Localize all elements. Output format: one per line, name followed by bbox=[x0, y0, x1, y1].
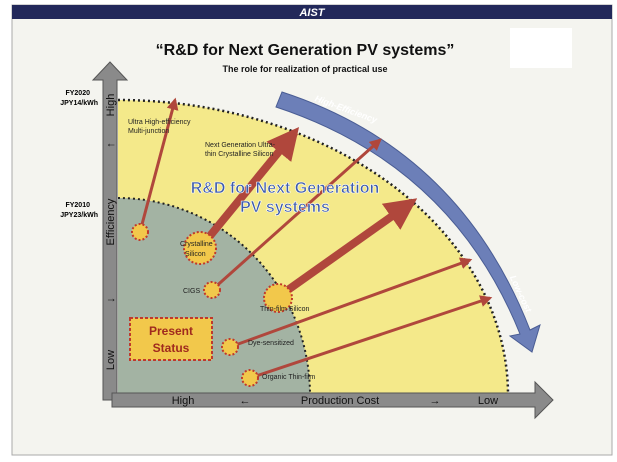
arrow bbox=[282, 198, 418, 296]
logo: AIST bbox=[298, 7, 325, 19]
x-right: → bbox=[430, 395, 441, 407]
arrow bbox=[138, 97, 179, 233]
y-down: ↓ bbox=[105, 297, 117, 303]
x-axis-arrow bbox=[111, 380, 554, 420]
outer-boundary bbox=[117, 98, 510, 396]
subtitle: The role for realization of practical us… bbox=[222, 64, 387, 74]
inner-boundary bbox=[117, 197, 311, 396]
y-high: High bbox=[105, 94, 117, 117]
present-status-box bbox=[129, 317, 213, 361]
tech-label: CIGS bbox=[183, 288, 200, 295]
arrow bbox=[201, 127, 300, 245]
x-left: ← bbox=[240, 395, 251, 407]
center-line: R&D for Next Generation bbox=[191, 180, 379, 197]
blank-box bbox=[510, 28, 572, 68]
arrow bbox=[249, 295, 493, 380]
tech-label: Multi-junction bbox=[128, 128, 169, 135]
tech-dot bbox=[183, 231, 217, 265]
tech-dot bbox=[263, 283, 293, 313]
x-label: Production Cost bbox=[301, 395, 379, 407]
tech-dots bbox=[131, 223, 293, 387]
y-low: Low bbox=[105, 350, 117, 370]
tech-label: Crystalline bbox=[180, 241, 213, 248]
x-high: High bbox=[172, 395, 195, 407]
tech-label: Ultra High-efficiency bbox=[128, 119, 191, 126]
present-status: Present bbox=[149, 324, 193, 338]
tech-dot bbox=[241, 369, 259, 387]
arrow bbox=[211, 138, 382, 292]
y-axis-arrow bbox=[91, 61, 129, 401]
tech-label: thin Crystalline Silicon bbox=[205, 151, 274, 158]
x-axis-labels: High ← Production Cost → Low bbox=[172, 395, 498, 407]
tech-label: Thin-film Silicon bbox=[260, 306, 310, 313]
y-label: Efficiency bbox=[105, 198, 117, 245]
center-line: PV systems bbox=[240, 199, 330, 216]
target-year: FY2020 bbox=[65, 90, 90, 97]
tech-label: Organic Thin-film bbox=[262, 374, 315, 381]
target-year: FY2010 bbox=[65, 202, 90, 209]
header-bar bbox=[12, 5, 612, 19]
tech-label: Silicon bbox=[185, 251, 206, 258]
center-label: R&D for Next Generation PV systems bbox=[190, 180, 379, 217]
tech-labels: Ultra High-efficiency Multi-junction Nex… bbox=[128, 119, 315, 381]
present-status: Status bbox=[153, 341, 190, 355]
tech-dot bbox=[203, 281, 221, 299]
tech-dot bbox=[221, 338, 239, 356]
tech-dot bbox=[131, 223, 149, 241]
title: “R&D for Next Generation PV systems” bbox=[156, 42, 455, 59]
x-low: Low bbox=[478, 395, 498, 407]
tech-label: Dye-sensitized bbox=[248, 340, 294, 347]
arrow bbox=[229, 257, 473, 349]
target-cost: JPY23/kWh bbox=[60, 212, 98, 219]
target-cost: JPY14/kWh bbox=[60, 100, 98, 107]
trend-arrow bbox=[275, 91, 541, 353]
y-axis-labels: High ↑ Efficiency ↓ Low bbox=[105, 94, 117, 370]
arrows bbox=[138, 97, 493, 380]
tech-label: Next Generation Ultra- bbox=[205, 142, 276, 149]
y-up: ↑ bbox=[105, 142, 117, 148]
